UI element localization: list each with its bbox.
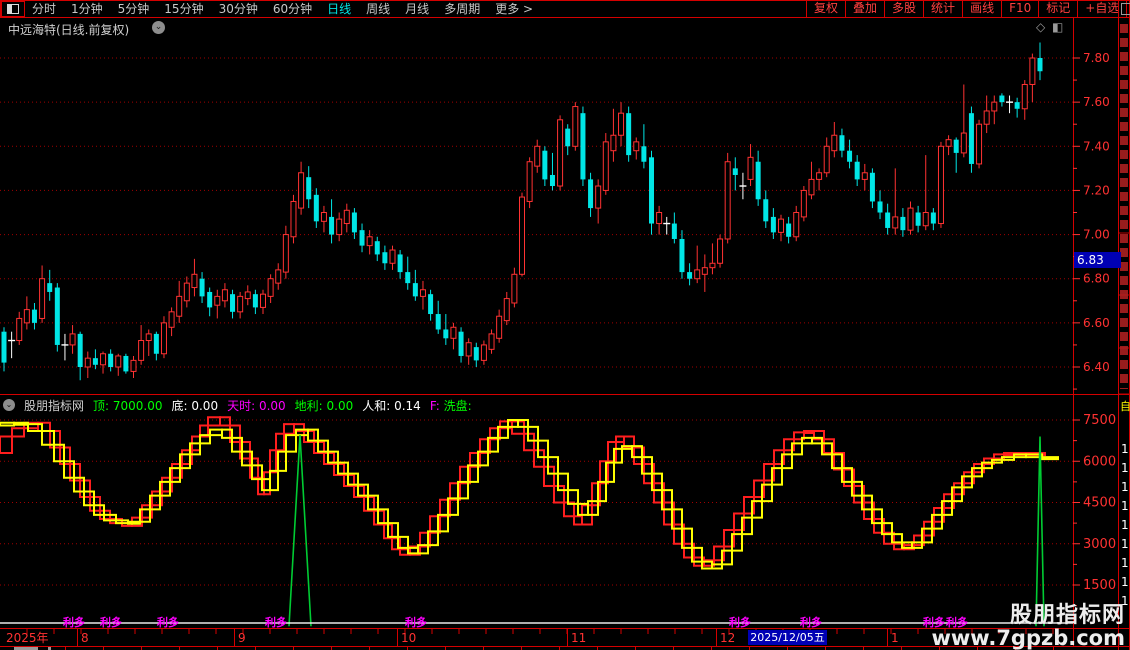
- svg-text:利多: 利多: [923, 615, 945, 629]
- svg-text:7.00: 7.00: [1083, 228, 1110, 242]
- svg-text:利多: 利多: [63, 615, 85, 629]
- indicator-field: 底: 0.00: [171, 398, 219, 413]
- svg-text:7.80: 7.80: [1083, 51, 1110, 65]
- toolbar-button[interactable]: 统计: [923, 0, 962, 17]
- period-tab[interactable]: 60分钟: [272, 2, 313, 16]
- chart-title: 中远海特(日线.前复权): [8, 23, 130, 37]
- indicator-field: 顶: 7000.00: [93, 398, 163, 413]
- svg-text:7.20: 7.20: [1083, 183, 1110, 197]
- split-screen-icon[interactable]: [1, 1, 25, 17]
- selected-date-badge: 2025/12/05五: [748, 630, 827, 645]
- watermark: 股朋指标网 www.7gpzb.com: [931, 604, 1125, 649]
- current-price-badge: 6.83: [1074, 252, 1121, 268]
- indicator-field: 地利: 0.00: [294, 398, 354, 413]
- svg-text:12: 12: [720, 631, 735, 645]
- spike-green-2: [1035, 436, 1045, 627]
- svg-text:4500: 4500: [1083, 496, 1116, 511]
- indicator-field: F: 洗盘:: [429, 398, 472, 413]
- toolbar-button[interactable]: 多股: [884, 0, 923, 17]
- side-panel-label: 自: [1120, 400, 1130, 413]
- candlestick-layer: [1, 42, 1043, 381]
- period-tab[interactable]: 日线: [327, 2, 352, 16]
- date-axis: 2025年 8 9 10 11 12 1: [6, 629, 1054, 646]
- panel-toggle-icon[interactable]: [1121, 3, 1130, 15]
- toolbar-button[interactable]: 返回: [1126, 0, 1130, 17]
- svg-text:利多: 利多: [100, 615, 122, 629]
- svg-text:利多: 利多: [265, 615, 287, 629]
- svg-text:7.40: 7.40: [1083, 139, 1110, 153]
- indicator-name[interactable]: 股朋指标网: [24, 398, 85, 413]
- svg-text:1500: 1500: [1083, 578, 1116, 593]
- period-tab[interactable]: 30分钟: [218, 2, 258, 16]
- period-tab[interactable]: 多周期: [444, 2, 481, 16]
- svg-text:6.40: 6.40: [1083, 360, 1110, 374]
- period-tab[interactable]: 1分钟: [71, 2, 103, 16]
- toolbar-button[interactable]: 复权: [806, 0, 845, 17]
- toolbar-button[interactable]: 画线: [962, 0, 1001, 17]
- signal-labels: 利多 利多 利多 利多 利多 利多 利多 利多 利多: [63, 615, 968, 629]
- svg-text:6000: 6000: [1083, 454, 1116, 469]
- svg-text:利多: 利多: [729, 615, 751, 629]
- period-tab[interactable]: 更多 >: [495, 2, 534, 16]
- svg-text:8: 8: [81, 631, 89, 645]
- spike-green-1: [288, 435, 312, 627]
- indicator-field: 人和: 0.14: [362, 398, 421, 413]
- watermark-url: www.7gpzb.com: [931, 625, 1125, 650]
- svg-text:利多: 利多: [946, 615, 968, 629]
- svg-text:7.60: 7.60: [1083, 95, 1110, 109]
- cutoff-tick-fragment: [48, 647, 51, 650]
- top-toolbar: 分时 1分钟 5分钟 15分钟 30分钟 60分钟 日线 周线 月线 多周期 更多 > 复权 叠加 多股…: [0, 0, 1130, 17]
- period-tab[interactable]: 15分钟: [164, 2, 204, 16]
- indicator-values: 顶: 7000.00 底: 0.00 天时: 0.00 地利: 0.00 人和: 0.1…: [93, 397, 472, 414]
- panel-layout-icon[interactable]: ◧: [1052, 20, 1064, 34]
- indicator-grid: 7500 6000 4500 3000 1500: [0, 413, 1116, 607]
- toolbar-button[interactable]: 标记: [1038, 0, 1077, 17]
- toolbar-button[interactable]: 叠加: [845, 0, 884, 17]
- indicator-header: ⌄ 股朋指标网 顶: 7000.00 底: 0.00 天时: 0.00 地利: 0.0…: [3, 397, 472, 413]
- svg-text:2025年: 2025年: [6, 631, 49, 645]
- period-tabs: 分时 1分钟 5分钟 15分钟 30分钟 60分钟 日线 周线 月线 多周期 更多 >: [32, 0, 533, 17]
- svg-text:9: 9: [238, 631, 246, 645]
- indicator-field: 天时: 0.00: [227, 398, 286, 413]
- svg-text:利多: 利多: [800, 615, 822, 629]
- svg-text:10: 10: [401, 631, 416, 645]
- svg-text:利多: 利多: [157, 615, 179, 629]
- clipped-vertical-text: [1120, 24, 1128, 389]
- diamond-icon[interactable]: ◇: [1036, 20, 1046, 34]
- cutoff-text-fragment: [14, 647, 38, 650]
- svg-text:利多: 利多: [405, 615, 427, 629]
- watermark-site-name: 股朋指标网: [1009, 602, 1125, 628]
- svg-text:1: 1: [891, 631, 899, 645]
- ladder-yellow: [0, 419, 1059, 570]
- toolbar-button[interactable]: F10: [1001, 0, 1038, 17]
- title-row: 中远海特(日线.前复权) ⌄ ◇ ◧: [0, 18, 1130, 38]
- svg-text:7500: 7500: [1083, 413, 1116, 428]
- period-tab[interactable]: 5分钟: [117, 2, 150, 16]
- svg-text:6.60: 6.60: [1083, 316, 1110, 330]
- svg-text:6.80: 6.80: [1083, 272, 1110, 286]
- toolbar-button[interactable]: +自选: [1077, 0, 1126, 17]
- period-tab[interactable]: 月线: [405, 2, 430, 16]
- chevron-down-icon[interactable]: ⌄: [152, 21, 165, 34]
- svg-text:3000: 3000: [1083, 537, 1116, 552]
- svg-text:11: 11: [571, 631, 586, 645]
- period-tab[interactable]: 分时: [32, 2, 57, 16]
- collapse-circle-icon[interactable]: ⌄: [3, 399, 15, 411]
- period-tab[interactable]: 周线: [366, 2, 391, 16]
